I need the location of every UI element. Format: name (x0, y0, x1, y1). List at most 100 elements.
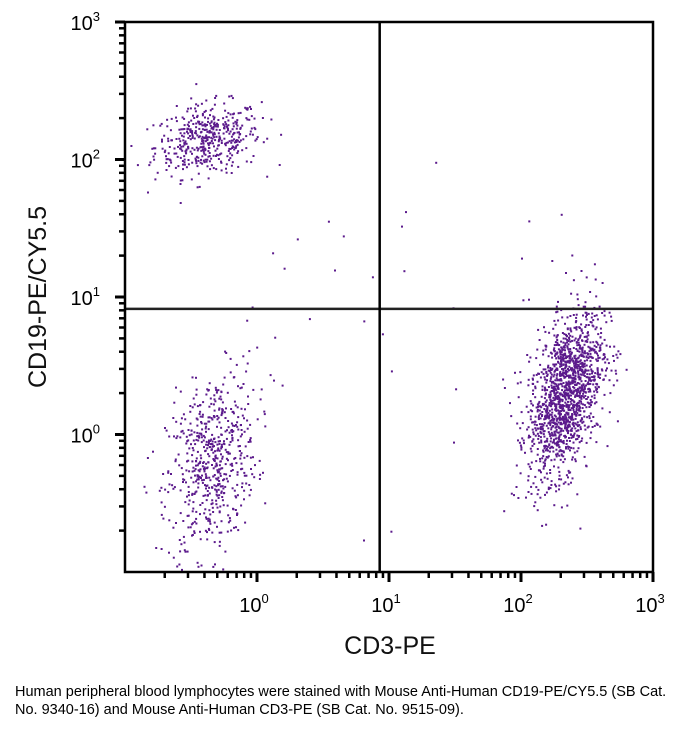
event-point (229, 519, 232, 522)
event-point (591, 324, 594, 327)
event-point (164, 427, 166, 429)
event-point (577, 436, 580, 438)
event-point (570, 399, 573, 402)
event-point (572, 409, 575, 411)
event-point (254, 139, 257, 142)
event-point (195, 460, 197, 462)
event-point (200, 142, 203, 145)
event-point (567, 368, 569, 370)
event-point (215, 462, 218, 465)
event-point (219, 505, 222, 508)
event-point (565, 405, 568, 408)
event-point (594, 351, 597, 354)
event-point (566, 328, 569, 331)
event-point (554, 341, 557, 344)
event-point (562, 422, 565, 425)
event-point (554, 379, 557, 382)
event-point (209, 479, 212, 482)
event-point (174, 458, 177, 461)
event-point (565, 387, 568, 390)
event-point (217, 140, 220, 143)
event-point (553, 465, 555, 468)
event-point (542, 353, 545, 356)
event-point (231, 410, 234, 413)
event-point (591, 370, 594, 373)
event-point (245, 107, 248, 110)
event-point (213, 398, 216, 401)
event-point (200, 564, 203, 567)
event-point (579, 359, 582, 362)
event-point (213, 136, 216, 139)
figure-caption: Human peripheral blood lymphocytes were … (15, 684, 667, 718)
event-point (571, 434, 574, 437)
event-point (575, 389, 578, 391)
event-point (588, 350, 591, 353)
event-point (532, 433, 535, 436)
event-point (581, 389, 584, 392)
event-point (227, 124, 230, 127)
event-point (565, 272, 567, 274)
event-point (550, 384, 553, 387)
event-point (561, 389, 564, 392)
event-point (524, 451, 526, 454)
event-point (567, 469, 570, 472)
event-point (585, 356, 588, 359)
event-point (200, 432, 203, 435)
event-point (211, 443, 214, 446)
event-point (555, 448, 558, 451)
event-point (550, 373, 553, 376)
event-point (202, 439, 205, 442)
event-point (226, 155, 229, 158)
event-point (568, 437, 570, 439)
event-point (230, 172, 233, 174)
event-point (205, 393, 208, 396)
event-point (283, 267, 286, 270)
event-point (187, 132, 190, 135)
event-point (545, 399, 548, 402)
event-point (553, 394, 556, 397)
event-point (197, 159, 200, 162)
event-point (202, 150, 205, 153)
event-point (247, 395, 249, 398)
event-point (542, 461, 545, 464)
event-point (220, 443, 223, 446)
event-point (596, 341, 599, 344)
event-point (173, 435, 175, 438)
event-point (197, 439, 200, 442)
event-point (213, 438, 215, 440)
event-point (553, 344, 556, 347)
event-point (574, 460, 577, 463)
event-point (577, 364, 580, 367)
event-point (558, 427, 561, 430)
event-point (531, 444, 534, 447)
event-point (603, 338, 606, 341)
event-point (553, 319, 556, 322)
event-point (196, 149, 199, 152)
event-point (537, 437, 540, 440)
event-point (590, 356, 593, 359)
event-point (558, 454, 561, 457)
event-point (544, 464, 546, 467)
event-point (216, 418, 219, 421)
event-point (196, 116, 199, 118)
event-point (195, 83, 198, 86)
event-point (235, 121, 238, 124)
event-point (567, 412, 570, 415)
event-point (568, 386, 571, 389)
event-point (587, 381, 590, 384)
event-point (197, 477, 200, 480)
event-point (228, 159, 231, 162)
event-point (560, 379, 563, 382)
event-point (216, 125, 219, 128)
event-point (555, 490, 558, 493)
event-point (593, 397, 596, 400)
event-point (545, 371, 548, 373)
event-point (547, 369, 550, 372)
event-point (576, 450, 579, 453)
event-point (224, 417, 227, 419)
event-point (173, 147, 176, 150)
event-point (236, 471, 239, 474)
event-point (557, 343, 559, 346)
event-point (149, 161, 152, 164)
event-point (597, 357, 600, 360)
